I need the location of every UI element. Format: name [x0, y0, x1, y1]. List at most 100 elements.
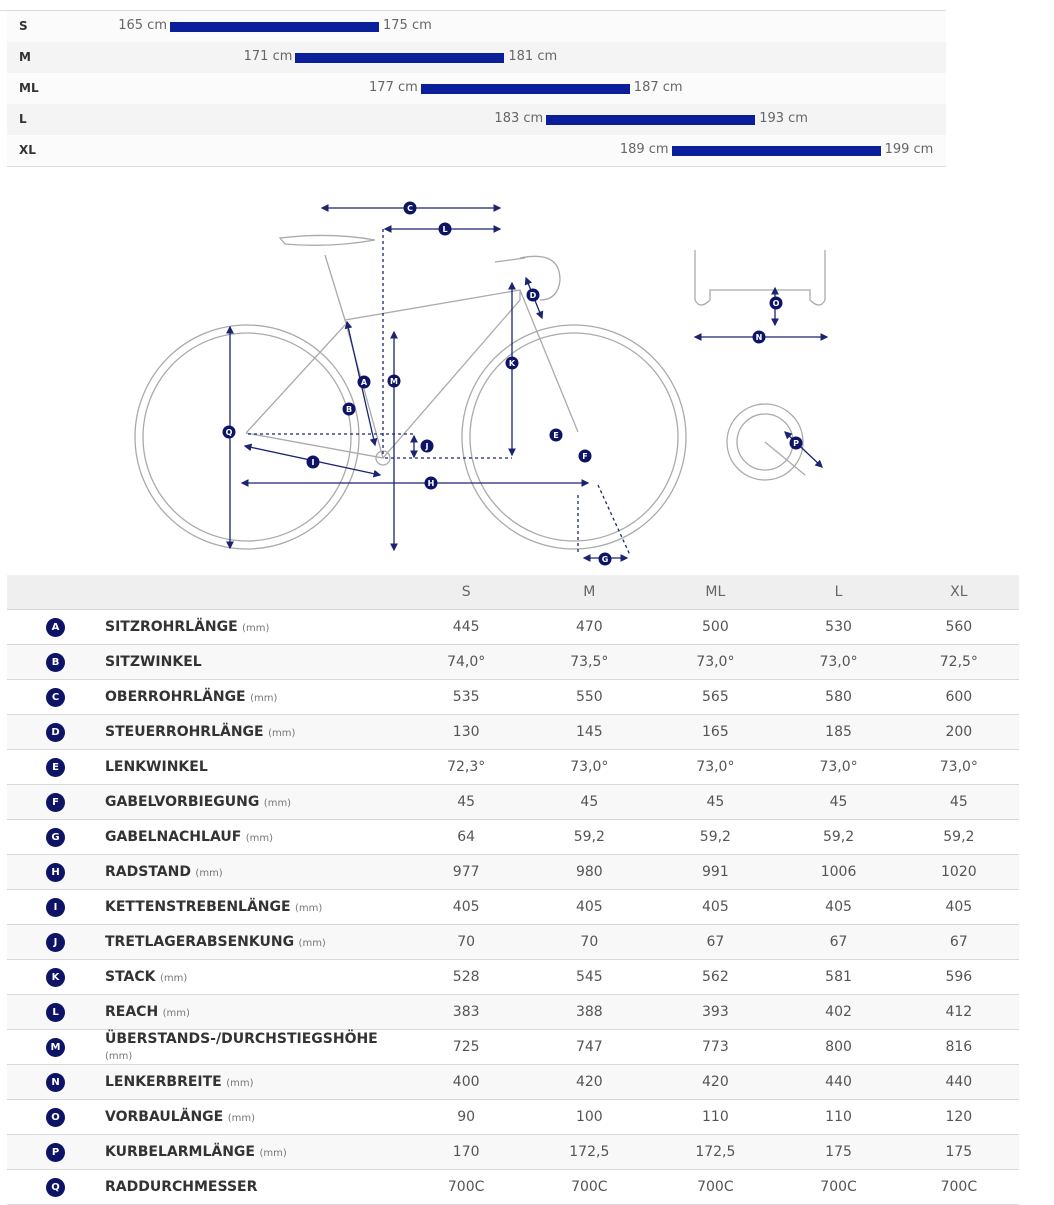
diagram-badge-b: B	[342, 402, 356, 416]
geometry-value: 45	[652, 784, 779, 820]
geometry-value: 72,5°	[898, 644, 1019, 680]
measurement-unit: (mm)	[162, 1008, 190, 1019]
geometry-table: S M ML L XL A SITZROHRLÄNGE (mm) 445 470 500 530…	[7, 575, 1019, 1205]
geometry-value: 175	[898, 1134, 1019, 1170]
measurement-badge: J	[46, 932, 65, 952]
geometry-value: 59,2	[652, 819, 779, 855]
max-height-label: 193 cm	[759, 111, 808, 126]
geometry-value: 700C	[778, 1169, 899, 1205]
diagram-badge-p: P	[789, 436, 803, 450]
geometry-value: 700C	[652, 1169, 779, 1205]
geometry-value: 816	[898, 1029, 1019, 1065]
geometry-row-m: M ÜBERSTANDS-/DURCHSTIEGSHÖHE (mm) 725 747…	[7, 1029, 1019, 1065]
geometry-value: 405	[898, 889, 1019, 925]
measurement-badge: G	[46, 827, 65, 847]
geometry-value: 700C	[406, 1169, 527, 1205]
measurement-name: SITZWINKEL	[105, 654, 202, 670]
measurement-badge: Q	[46, 1177, 65, 1197]
svg-text:A: A	[361, 378, 368, 387]
measurement-unit: (mm)	[250, 693, 278, 704]
geometry-value: 528	[406, 959, 527, 995]
geometry-row-d: D STEUERROHRLÄNGE (mm) 130 145 165 185 200	[7, 714, 1019, 750]
geometry-value: 420	[526, 1064, 653, 1100]
geometry-value: 70	[526, 924, 653, 960]
geometry-row-n: N LENKERBREITE (mm) 400 420 420 440 440	[7, 1064, 1019, 1100]
geometry-value: 100	[526, 1099, 653, 1135]
geometry-value: 530	[778, 609, 899, 645]
geometry-value: 70	[406, 924, 527, 960]
measurement-badge: N	[46, 1072, 65, 1092]
measurement-name: TRETLAGERABSENKUNG	[105, 934, 295, 950]
geometry-value: 110	[652, 1099, 779, 1135]
size-row-l: L 183 cm 193 cm	[7, 104, 946, 136]
measurement-badge: D	[46, 722, 65, 742]
svg-text:F: F	[582, 452, 587, 461]
measurement-name: KETTENSTREBENLÄNGE	[105, 899, 291, 915]
measurement-unit: (mm)	[259, 1148, 287, 1159]
diagram-badge-f: F	[578, 449, 592, 463]
geometry-value: 562	[652, 959, 779, 995]
svg-text:E: E	[553, 431, 558, 440]
geometry-row-f: F GABELVORBIEGUNG (mm) 45 45 45 45 45	[7, 784, 1019, 820]
size-column-header: M	[526, 575, 653, 610]
measurement-name: KURBELARMLÄNGE	[105, 1144, 255, 1160]
geometry-value: 90	[406, 1099, 527, 1135]
max-height-label: 187 cm	[633, 80, 683, 95]
measurement-badge: H	[46, 862, 65, 882]
diagram-badge-h: H	[424, 476, 438, 490]
geometry-value: 565	[652, 679, 779, 715]
measurement-name: RADDURCHMESSER	[105, 1179, 258, 1195]
max-height-label: 199 cm	[884, 142, 934, 157]
geometry-value: 59,2	[526, 819, 653, 855]
svg-text:I: I	[312, 458, 315, 467]
size-label: S	[19, 19, 28, 33]
geometry-value: 383	[406, 994, 527, 1030]
geometry-value: 700C	[526, 1169, 653, 1205]
measurement-unit: (mm)	[245, 833, 274, 844]
measurement-badge: K	[46, 967, 65, 987]
geometry-value: 145	[526, 714, 653, 750]
geometry-row-a: A SITZROHRLÄNGE (mm) 445 470 500 530 560	[7, 609, 1019, 645]
geometry-row-k: K STACK (mm) 528 545 562 581 596	[7, 959, 1019, 995]
measurement-unit: (mm)	[195, 868, 223, 879]
geometry-value: 73,0°	[898, 749, 1019, 785]
svg-text:O: O	[773, 299, 780, 308]
svg-text:B: B	[346, 405, 352, 414]
diagram-badge-n: N	[752, 330, 766, 344]
measurement-unit: (mm)	[242, 623, 270, 634]
geometry-value: 185	[778, 714, 899, 750]
measurement-unit: (mm)	[268, 728, 296, 739]
geometry-value: 165	[652, 714, 779, 750]
measurement-name: GABELNACHLAUF	[105, 829, 242, 845]
measurement-unit: (mm)	[159, 973, 188, 984]
geometry-value: 440	[778, 1064, 899, 1100]
measurement-name: LENKWINKEL	[105, 759, 208, 775]
geometry-value: 45	[898, 784, 1019, 820]
geometry-value: 445	[406, 609, 527, 645]
svg-text:P: P	[793, 439, 799, 448]
measurement-badge: I	[46, 897, 65, 917]
min-height-label: 183 cm	[494, 111, 544, 126]
max-height-label: 175 cm	[383, 18, 432, 33]
measurement-name: STACK	[105, 969, 156, 985]
geometry-value: 200	[898, 714, 1019, 750]
measurement-name: ÜBERSTANDS-/DURCHSTIEGSHÖHE	[105, 1031, 378, 1047]
geometry-value: 73,0°	[652, 644, 779, 680]
geometry-value: 45	[406, 784, 527, 820]
measurement-name: STEUERROHRLÄNGE	[105, 724, 264, 740]
geometry-value: 412	[898, 994, 1019, 1030]
geometry-value: 1020	[898, 854, 1019, 890]
diagram-badge-a: A	[357, 375, 371, 389]
geometry-value: 67	[778, 924, 899, 960]
size-range-chart: S 165 cm 175 cm M 171 cm 181 cm ML 177 cm …	[0, 10, 946, 167]
dimension-lines	[226, 204, 829, 562]
geometry-value: 600	[898, 679, 1019, 715]
geometry-value: 402	[778, 994, 899, 1030]
height-range-bar	[671, 146, 881, 156]
size-row-m: M 171 cm 181 cm	[7, 42, 946, 74]
geometry-value: 175	[778, 1134, 899, 1170]
svg-text:M: M	[390, 377, 398, 386]
height-range-bar	[546, 115, 756, 125]
svg-text:G: G	[602, 555, 609, 564]
geometry-value: 535	[406, 679, 527, 715]
